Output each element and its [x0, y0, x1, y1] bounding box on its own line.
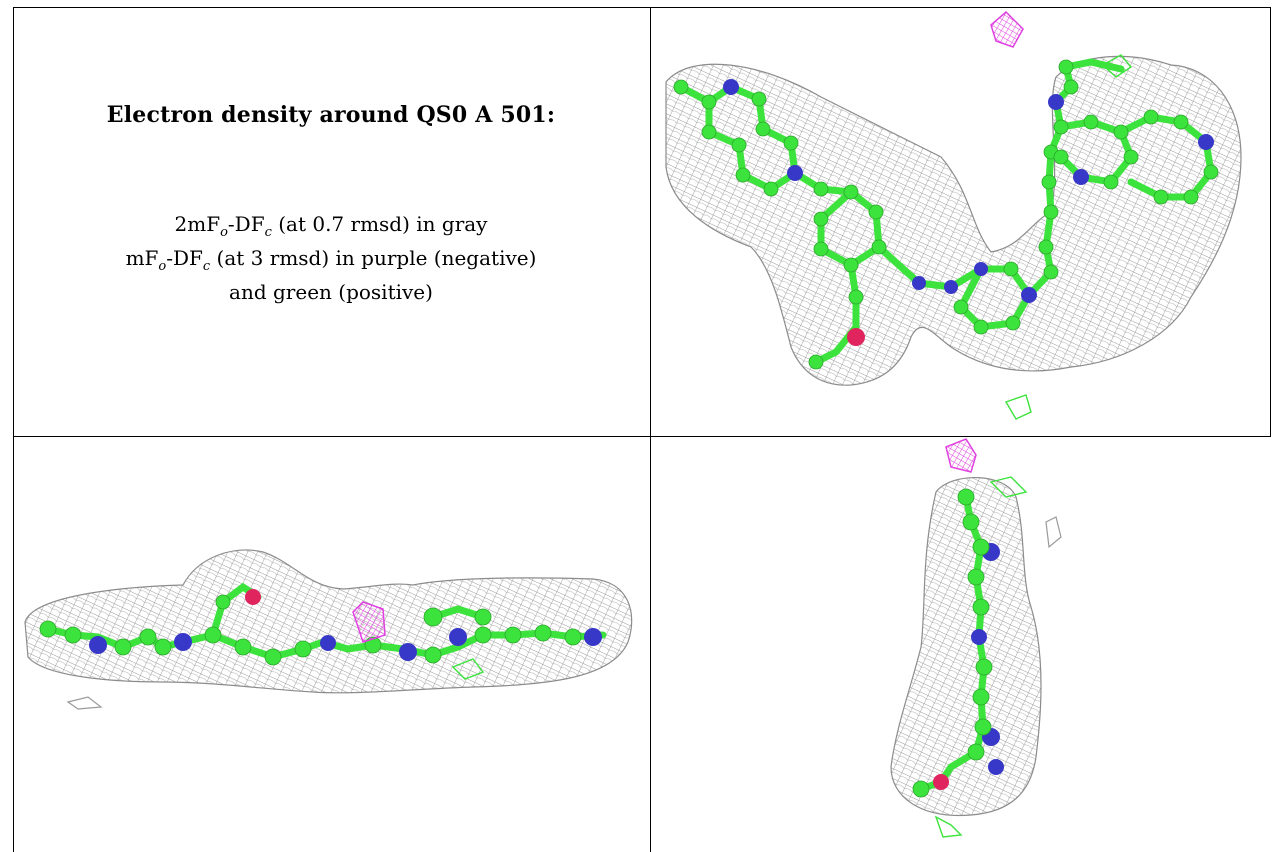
oxygen-atom	[847, 328, 865, 346]
gray-density-mesh	[665, 55, 1242, 386]
figure-caption: 2mFo-DFc (at 0.7 rmsd) in gray mFo-DFc (…	[13, 207, 649, 309]
table-divider-horizontal	[13, 436, 1271, 437]
legend-panel: Electron density around QS0 A 501: 2mFo-…	[13, 7, 649, 435]
gray-density-mesh	[24, 549, 633, 694]
density-render-front	[665, 10, 1242, 420]
density-view-side	[13, 437, 649, 852]
positive-density-blob	[1004, 394, 1032, 420]
density-view-top	[651, 437, 1271, 852]
density-view-front	[651, 7, 1271, 435]
negative-density-blob	[990, 10, 1024, 48]
caption-line-1: 2mFo-DFc (at 0.7 rmsd) in gray	[174, 212, 488, 240]
carbon-atoms	[673, 59, 1219, 370]
gray-density-fragment	[1045, 516, 1062, 549]
figure-title: Electron density around QS0 A 501:	[106, 102, 556, 128]
nitrogen-atoms	[89, 628, 602, 661]
table-divider-vertical	[650, 7, 651, 852]
positive-density-blob	[934, 815, 963, 838]
gray-density-mesh	[890, 476, 1042, 817]
positive-density-blob	[989, 476, 1028, 498]
positive-density-blob	[1101, 54, 1133, 78]
nitrogen-atoms	[723, 79, 1214, 303]
density-render-side	[24, 549, 633, 710]
carbon-atoms	[912, 488, 993, 798]
caption-line-3: and green (positive)	[229, 280, 433, 304]
table-border-right	[1270, 7, 1271, 437]
oxygen-atom	[933, 774, 949, 790]
negative-density-blob	[945, 438, 977, 473]
density-render-top	[890, 438, 1062, 838]
negative-density-blob	[352, 601, 386, 643]
table-border-top	[13, 7, 1271, 8]
positive-density-blob	[451, 658, 485, 680]
carbon-atoms	[39, 594, 582, 666]
gray-density-fragment	[66, 696, 103, 710]
table-border-left	[13, 7, 14, 852]
caption-line-2: mFo-DFc (at 3 rmsd) in purple (negative)	[125, 246, 537, 274]
oxygen-atom	[245, 589, 261, 605]
